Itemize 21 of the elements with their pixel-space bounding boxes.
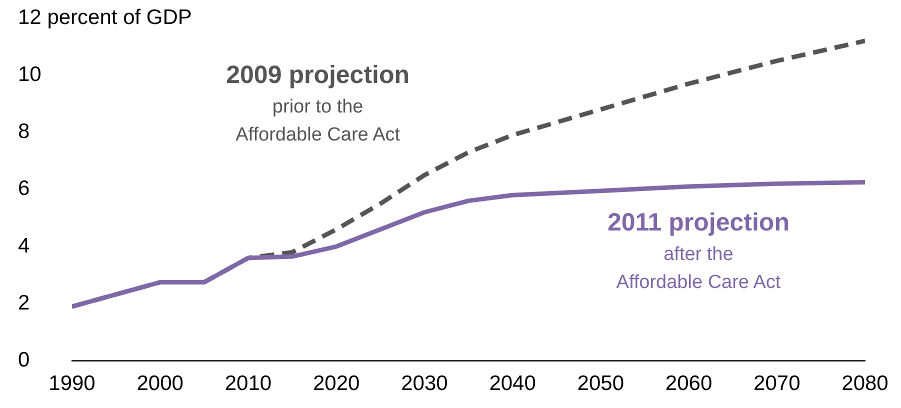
x-tick-label: 2040 — [489, 372, 536, 396]
y-tick-label: 10 — [18, 62, 42, 86]
y-tick-label: 4 — [18, 234, 30, 258]
x-tick-label: 2020 — [312, 372, 360, 396]
x-tick-label: 2080 — [842, 372, 888, 396]
y-tick-label: 12 percent of GDP — [18, 6, 192, 29]
text: 2009 projection — [226, 61, 410, 90]
y-tick-label: 0 — [18, 348, 30, 372]
x-tick-label: 2030 — [401, 372, 448, 396]
y-tick-label: 2 — [18, 291, 30, 314]
x-tick-label: 1990 — [48, 372, 96, 396]
x-tick-label: 2060 — [665, 372, 712, 396]
annotation: prior to the Affordable Care Act — [236, 96, 401, 146]
y-tick-label: 6 — [18, 177, 30, 200]
series-label: 2011 projection — [607, 208, 790, 237]
y-tick-label: 8 — [18, 120, 30, 144]
x-tick-label: 2000 — [136, 372, 184, 396]
x-tick-label: 2070 — [754, 372, 800, 396]
annotation: after the Affordable Care Act — [616, 244, 782, 293]
x-tick-label: 2010 — [224, 372, 272, 396]
x-tick-label: 2050 — [577, 372, 624, 396]
